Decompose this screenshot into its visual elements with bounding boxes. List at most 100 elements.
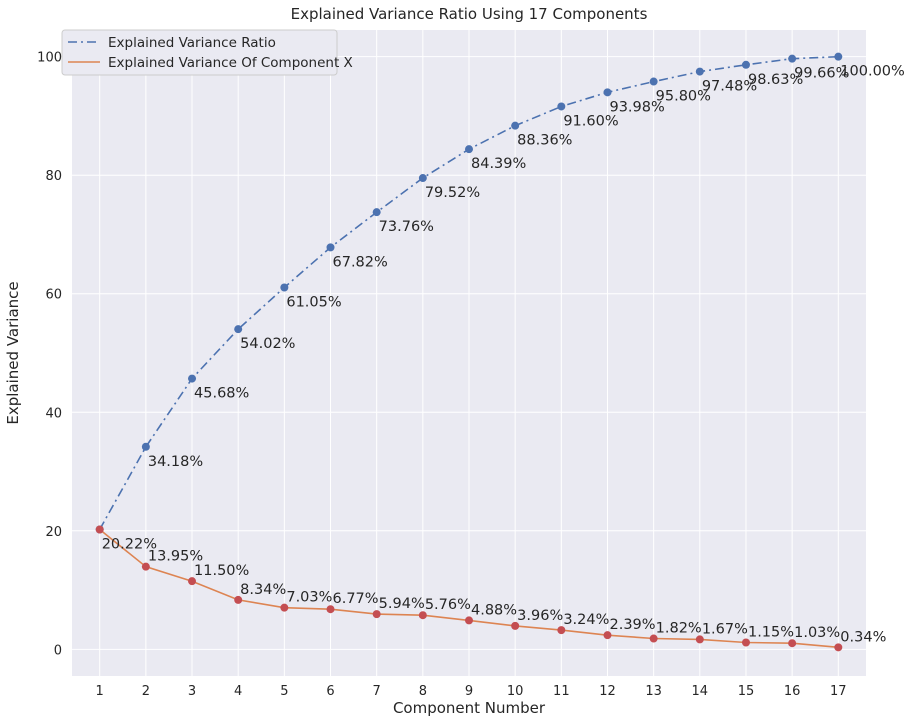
series-0-point bbox=[234, 325, 243, 334]
series-0-data-label: 84.39% bbox=[471, 156, 526, 172]
series-1-point bbox=[280, 603, 289, 612]
series-0-data-label: 34.18% bbox=[148, 454, 203, 470]
series-0-point bbox=[603, 88, 612, 97]
series-0-point bbox=[511, 121, 520, 130]
series-0-data-label: 97.48% bbox=[702, 79, 757, 95]
series-1-data-label: 5.94% bbox=[379, 596, 425, 612]
series-1-data-label: 4.88% bbox=[471, 602, 517, 618]
series-0-data-label: 45.68% bbox=[194, 386, 249, 402]
x-tick-label: 4 bbox=[234, 684, 242, 699]
series-0-data-label: 67.82% bbox=[333, 254, 388, 270]
series-0-point bbox=[280, 283, 289, 292]
chart-title: Explained Variance Ratio Using 17 Compon… bbox=[291, 5, 648, 23]
series-1-data-label: 8.34% bbox=[240, 582, 286, 598]
x-tick-label: 17 bbox=[830, 684, 847, 699]
series-1-point bbox=[741, 638, 750, 647]
series-0-data-label: 99.66% bbox=[794, 66, 849, 82]
series-1-point bbox=[188, 577, 197, 586]
series-0-data-label: 95.80% bbox=[656, 89, 711, 105]
series-0-data-label: 88.36% bbox=[517, 133, 572, 149]
series-1-point bbox=[557, 626, 566, 635]
series-1-data-label: 2.39% bbox=[609, 617, 655, 633]
x-tick-label: 10 bbox=[507, 684, 524, 699]
x-axis-label: Component Number bbox=[393, 699, 546, 717]
x-tick-label: 2 bbox=[142, 684, 150, 699]
series-0-point bbox=[649, 77, 658, 86]
x-tick-label: 7 bbox=[373, 684, 381, 699]
series-1-data-label: 1.82% bbox=[656, 621, 702, 637]
series-1-data-label: 13.95% bbox=[148, 549, 203, 565]
series-1-point bbox=[141, 562, 150, 571]
series-1-data-label: 5.76% bbox=[425, 597, 471, 613]
y-tick-label: 0 bbox=[54, 643, 62, 658]
y-tick-label: 20 bbox=[45, 525, 62, 540]
series-1-point bbox=[695, 635, 704, 644]
x-tick-label: 3 bbox=[188, 684, 196, 699]
series-1-data-label: 0.34% bbox=[840, 629, 886, 645]
data-labels: 20.22% 34.18% 45.68% 54.02% 61.05% 67.82% 73.7… bbox=[102, 64, 905, 646]
series-0-point bbox=[741, 60, 750, 69]
series-1-point bbox=[649, 634, 658, 643]
series-1-point bbox=[788, 639, 797, 648]
x-tick-label: 13 bbox=[645, 684, 662, 699]
legend: Explained Variance Ratio Explained Varia… bbox=[61, 29, 353, 76]
series-1-point bbox=[234, 595, 243, 604]
series-0-point bbox=[372, 208, 381, 217]
series-0-point bbox=[418, 174, 427, 183]
series-1-data-label: 3.24% bbox=[563, 612, 609, 628]
series-1-point bbox=[465, 616, 473, 625]
series-1-data-label: 1.15% bbox=[748, 625, 794, 641]
series-0-data-label: 54.02% bbox=[240, 336, 295, 352]
x-tick-label: 1 bbox=[96, 684, 104, 699]
series-0-point bbox=[188, 374, 197, 383]
x-tick-label: 15 bbox=[738, 684, 755, 699]
series-1-data-label: 1.67% bbox=[702, 621, 748, 637]
series-1-data-label: 1.03% bbox=[794, 625, 840, 641]
series-1-data-label: 11.50% bbox=[194, 563, 249, 579]
series-1-point bbox=[326, 605, 335, 614]
series-0-point bbox=[834, 52, 843, 61]
gridlines bbox=[72, 30, 866, 676]
series-1-point bbox=[372, 610, 381, 619]
y-axis-label: Explained Variance bbox=[4, 281, 22, 424]
series-0-data-label: 61.05% bbox=[286, 295, 341, 311]
series-1-point bbox=[418, 611, 427, 620]
series-0-data-label: 100.00% bbox=[840, 64, 905, 80]
series-1-point bbox=[603, 631, 612, 640]
series-0-point bbox=[465, 145, 473, 154]
series-1-data-label: 3.96% bbox=[517, 608, 563, 624]
x-tick-label: 5 bbox=[280, 684, 288, 699]
series-0-data-label: 98.63% bbox=[748, 72, 803, 88]
y-tick-label: 40 bbox=[45, 406, 62, 421]
legend-label-explained-variance-ratio: Explained Variance Ratio bbox=[108, 35, 276, 51]
x-tick-label: 6 bbox=[326, 684, 334, 699]
series-layer bbox=[95, 52, 843, 652]
series-0-point bbox=[141, 442, 150, 451]
y-tick-label: 80 bbox=[45, 169, 62, 184]
series-1-data-label: 7.03% bbox=[286, 590, 332, 606]
series-0-data-label: 91.60% bbox=[563, 113, 618, 129]
series-0-data-label: 79.52% bbox=[425, 185, 480, 201]
series-1-data-label: 6.77% bbox=[333, 591, 379, 607]
series-0-point bbox=[695, 67, 704, 76]
series-0-data-label: 20.22% bbox=[102, 536, 157, 552]
series-0-point bbox=[788, 54, 797, 63]
x-tick-label: 12 bbox=[599, 684, 616, 699]
x-tick-label: 9 bbox=[465, 684, 473, 699]
series-0-point bbox=[557, 102, 566, 111]
series-1-point bbox=[95, 525, 104, 534]
y-tick-label: 100 bbox=[37, 51, 62, 66]
x-tick-label: 14 bbox=[692, 684, 709, 699]
series-0-data-label: 73.76% bbox=[379, 219, 434, 235]
legend-box bbox=[61, 29, 338, 76]
series-0-point bbox=[326, 243, 335, 252]
legend-label-component-variance: Explained Variance Of Component X bbox=[108, 55, 353, 71]
series-1-point bbox=[834, 643, 843, 652]
x-tick-label: 11 bbox=[553, 684, 570, 699]
y-tick-label: 60 bbox=[45, 288, 62, 303]
series-1-point bbox=[511, 621, 520, 630]
series-0-data-label: 93.98% bbox=[609, 99, 664, 115]
x-tick-label: 16 bbox=[784, 684, 801, 699]
